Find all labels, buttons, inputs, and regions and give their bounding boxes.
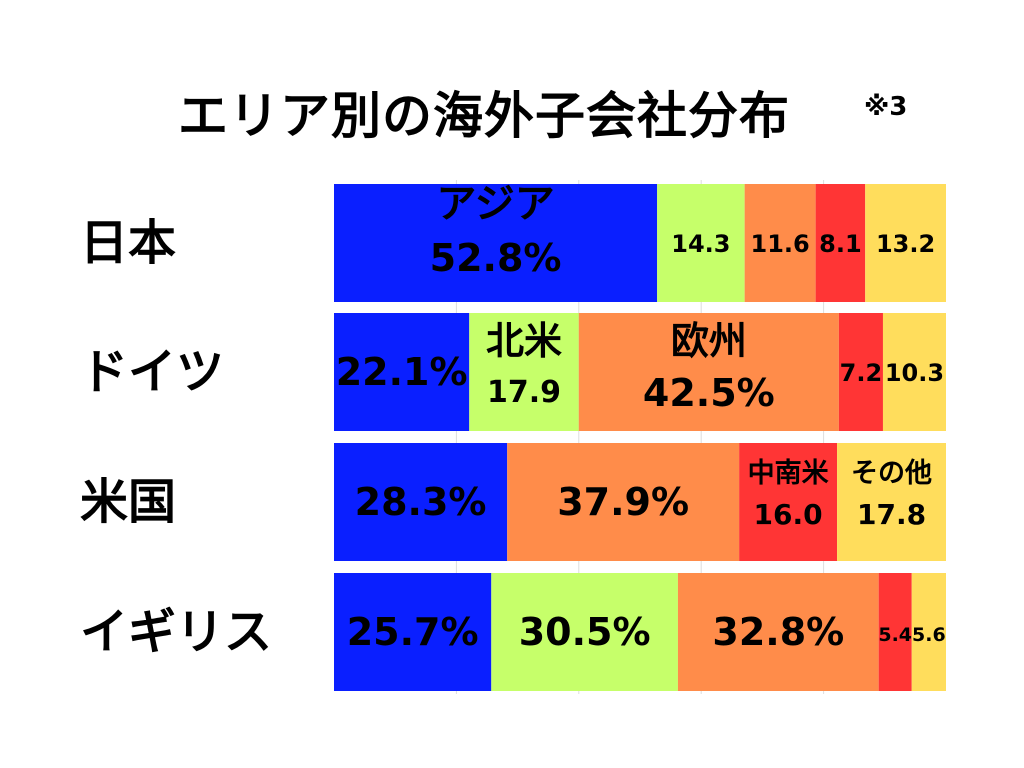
data-label: 7.2 (840, 359, 883, 387)
data-label: 37.9% (557, 480, 689, 524)
category-label: イギリス (80, 604, 272, 660)
bar-segment (878, 573, 912, 691)
data-label: 14.3 (671, 230, 730, 258)
data-label: 5.6 (912, 624, 946, 646)
data-label: 17.9 (487, 375, 561, 410)
bar-segment (334, 184, 658, 302)
bar-segment (491, 573, 678, 691)
bar-segment (739, 443, 838, 561)
footnote-mark: ※3 (864, 92, 908, 122)
data-label: 42.5% (643, 371, 775, 415)
data-label: 10.3 (885, 359, 944, 387)
chart-title: エリア別の海外子会社分布 (178, 87, 790, 145)
bar-segment (507, 443, 740, 561)
data-label: 13.2 (876, 230, 935, 258)
data-label: 8.1 (819, 230, 862, 258)
data-label: 22.1% (336, 350, 468, 394)
series-name-label: その他 (851, 458, 932, 489)
data-label: 11.6 (751, 230, 810, 258)
category-label: 米国 (80, 474, 176, 530)
bar-segment (882, 313, 946, 431)
series-name-label: 北米 (486, 319, 562, 363)
bar-segment (334, 573, 492, 691)
bar-segment (837, 443, 946, 561)
bar-segment (334, 443, 508, 561)
bar-segment (657, 184, 745, 302)
bar-segment (677, 573, 879, 691)
bar-segment (469, 313, 579, 431)
category-label: 日本 (80, 215, 176, 271)
bar-segment (838, 313, 883, 431)
data-label: 30.5% (519, 610, 651, 654)
bar-segment (911, 573, 946, 691)
data-label: 52.8% (430, 236, 562, 280)
series-name-label: 欧州 (671, 319, 747, 363)
data-label: 28.3% (355, 480, 487, 524)
series-name-label: 中南米 (748, 458, 829, 489)
series-name-label: アジア (436, 181, 554, 227)
bar-segment (334, 313, 470, 431)
bar-segment (865, 184, 946, 302)
data-label: 16.0 (754, 498, 823, 531)
bar-segment (815, 184, 866, 302)
data-label: 17.8 (857, 498, 926, 531)
category-label: ドイツ (80, 344, 224, 400)
data-label: 32.8% (712, 610, 844, 654)
data-label: 25.7% (347, 610, 479, 654)
bar-segment (744, 184, 816, 302)
data-label: 5.4 (878, 624, 912, 646)
bar-segment (578, 313, 839, 431)
